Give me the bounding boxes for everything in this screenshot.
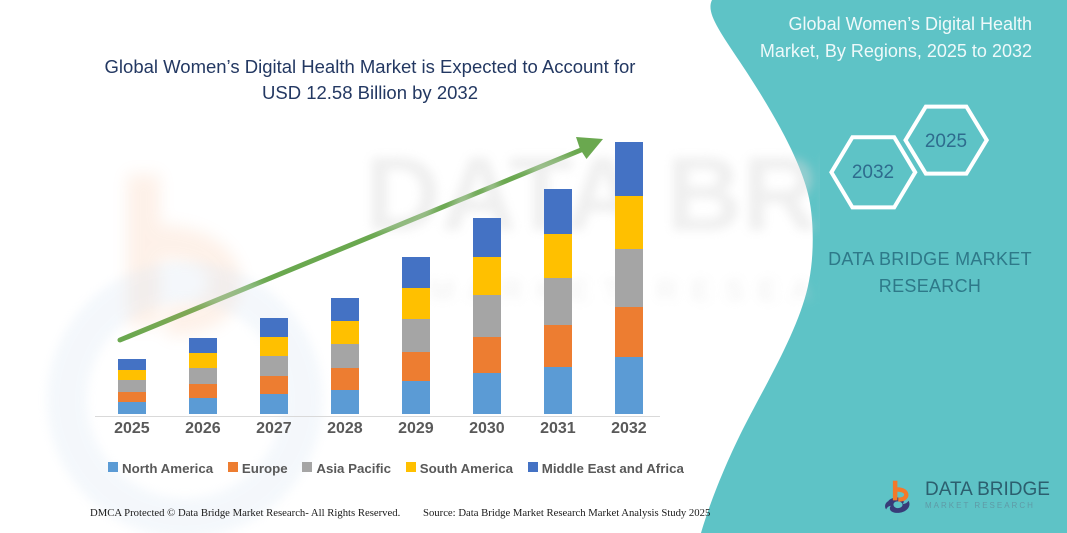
svg-text:DATA BRIDGE: DATA BRIDGE (925, 479, 1050, 500)
svg-text:2025: 2025 (925, 131, 967, 152)
svg-text:2032: 2032 (852, 162, 894, 183)
svg-text:MARKET RESEARCH: MARKET RESEARCH (925, 501, 1035, 510)
